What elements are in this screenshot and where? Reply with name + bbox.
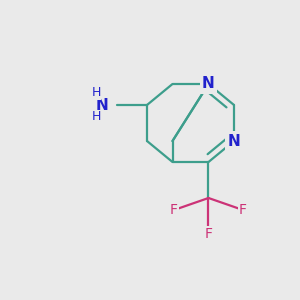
Text: F: F <box>239 203 247 217</box>
Text: F: F <box>170 203 178 217</box>
Text: N: N <box>95 98 108 112</box>
Text: N: N <box>202 76 215 92</box>
Text: N: N <box>228 134 240 148</box>
Text: H: H <box>91 86 101 100</box>
Text: H: H <box>91 110 101 124</box>
Text: F: F <box>205 227 212 241</box>
